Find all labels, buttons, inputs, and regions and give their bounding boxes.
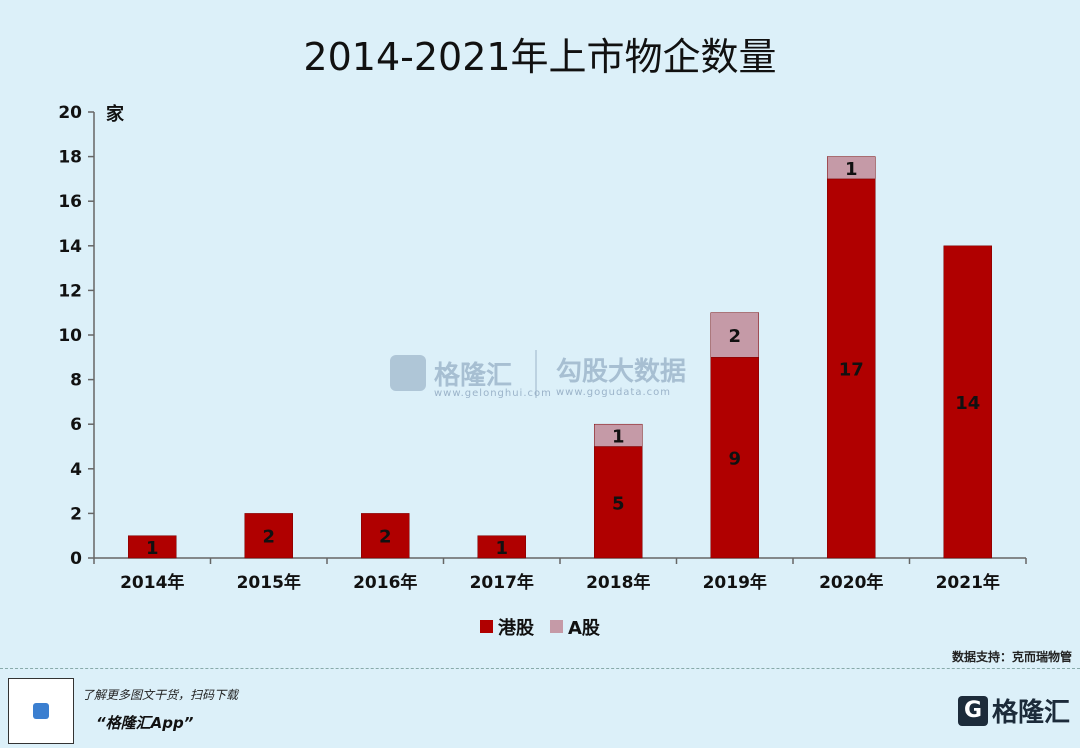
bar-hk: [361, 513, 410, 559]
x-tick-label: 2016年: [353, 572, 417, 593]
bar-a-share: [827, 156, 876, 180]
data-label: 1: [845, 159, 858, 180]
watermark: 格隆汇 www.gelonghui.com 勾股大数据 www.gogudata…: [390, 350, 686, 399]
legend-swatch-a-share: [550, 620, 563, 633]
y-tick-label: 0: [70, 549, 82, 569]
x-tick-label: 2017年: [470, 572, 534, 593]
brand-logo-icon: G: [957, 695, 988, 726]
data-label: 1: [146, 538, 159, 559]
x-tick-label: 2018年: [586, 572, 650, 593]
data-label: 1: [495, 538, 508, 559]
x-tick-label: 2021年: [936, 572, 1000, 593]
bar-a-share: [710, 312, 759, 358]
footer-app-name: “格隆汇App”: [96, 714, 194, 732]
qr-logo-icon: [33, 703, 49, 719]
bar-hk: [710, 357, 759, 559]
brand-logo: G 格隆汇: [957, 692, 1070, 729]
y-tick-label: 14: [58, 237, 82, 257]
data-label: 2: [379, 527, 392, 548]
y-unit-label: 家: [106, 103, 125, 125]
y-tick-label: 8: [70, 371, 82, 391]
y-tick-label: 10: [58, 326, 82, 346]
data-label: 1: [612, 426, 625, 447]
legend-label: A股: [568, 618, 601, 639]
bar-hk: [128, 535, 177, 559]
y-tick-label: 2: [70, 504, 82, 524]
watermark-right: 勾股大数据: [556, 357, 686, 387]
watermark-left-url: www.gelonghui.com: [434, 388, 552, 399]
watermark-left: 格隆汇: [434, 360, 512, 391]
data-label: 5: [612, 493, 625, 514]
bar-hk: [594, 446, 643, 559]
y-tick-label: 18: [58, 148, 82, 168]
y-tick-label: 4: [70, 460, 82, 480]
data-label: 2: [728, 326, 741, 347]
y-tick-label: 20: [58, 103, 82, 123]
brand-logo-text: 格隆汇: [991, 698, 1070, 728]
bar-hk: [477, 535, 526, 559]
footer-divider: [0, 668, 1080, 669]
chart-title: 2014-2021年上市物企数量: [303, 35, 776, 79]
legend-swatch-hk: [480, 620, 493, 633]
footer-caption: 了解更多图文干货，扫码下载: [82, 688, 239, 702]
footer: 了解更多图文干货，扫码下载 “格隆汇App” G 格隆汇: [0, 668, 1080, 748]
watermark-right-url: www.gogudata.com: [556, 387, 671, 398]
x-tick-label: 2014年: [120, 572, 184, 593]
data-label: 9: [728, 449, 741, 470]
legend-label: 港股: [498, 618, 535, 639]
watermark-logo-icon: [390, 355, 426, 391]
source-text: 数据支持：克而瑞物管: [952, 649, 1072, 664]
bar-hk: [943, 245, 992, 559]
data-label: 2: [262, 527, 275, 548]
qr-code[interactable]: [8, 678, 74, 744]
data-label: 17: [839, 359, 864, 380]
x-tick-label: 2019年: [703, 572, 767, 593]
bar-hk: [827, 178, 876, 559]
x-tick-label: 2020年: [819, 572, 883, 593]
bar-hk: [244, 513, 293, 559]
x-tick-label: 2015年: [237, 572, 301, 593]
data-label: 14: [955, 393, 980, 414]
bar-a-share: [594, 423, 643, 447]
y-tick-label: 12: [58, 281, 82, 301]
y-tick-label: 6: [70, 415, 82, 435]
chart: 2014-2021年上市物企数量 家 格隆汇 www.gelonghui.com…: [58, 35, 1072, 664]
y-tick-label: 16: [58, 192, 82, 212]
